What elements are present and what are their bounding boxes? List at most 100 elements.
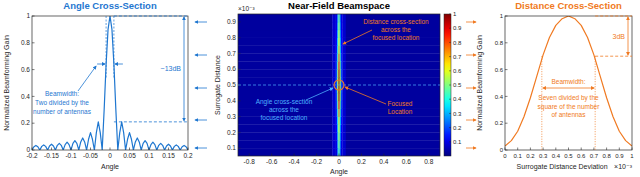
x-tick bbox=[149, 148, 150, 151]
y-tick-label: 0.4 bbox=[21, 93, 30, 100]
arrow bbox=[115, 64, 123, 65]
chart-title: Distance Cross-Section bbox=[515, 0, 622, 11]
heatmap-cell bbox=[332, 132, 336, 140]
heatmap-cell bbox=[238, 140, 333, 148]
x-tick-label: 0.6 bbox=[577, 153, 586, 159]
y-tick-label: 1 bbox=[26, 12, 30, 19]
arrow bbox=[466, 148, 476, 149]
x-tick bbox=[555, 148, 556, 151]
y-tick bbox=[505, 16, 508, 17]
beamwidth-annotation: Two divided by the bbox=[35, 99, 89, 107]
heatmap-cell bbox=[346, 61, 440, 69]
x-tick-label: 0.7 bbox=[590, 153, 599, 159]
x-tick bbox=[593, 148, 594, 151]
beamwidth-edge bbox=[106, 16, 107, 78]
beamwidth-annotation: Seven divided by the bbox=[538, 94, 599, 102]
heatmap-cells bbox=[238, 14, 440, 156]
heatmap-cell bbox=[342, 132, 346, 140]
arrow bbox=[184, 17, 185, 121]
y-tick-label: 0.1 bbox=[227, 144, 236, 151]
angle-annotation: Angle cross-section bbox=[256, 98, 313, 106]
heatmap-cell bbox=[346, 109, 440, 117]
beamwidth-annotation: number of antennas bbox=[33, 108, 92, 115]
x-tick-label: 0.6 bbox=[402, 158, 411, 165]
arrow bbox=[78, 66, 96, 91]
y-tick bbox=[32, 96, 35, 97]
x-tick-label: 0.15 bbox=[162, 152, 175, 159]
heatmap-cell bbox=[342, 46, 346, 54]
plot-frame bbox=[238, 14, 440, 156]
level-line bbox=[114, 121, 188, 122]
heatmap-cell bbox=[332, 140, 336, 148]
colorbar-tick-label: 0.1 bbox=[453, 139, 462, 145]
y-tick-label: 0.6 bbox=[495, 67, 504, 73]
y-tick bbox=[32, 16, 35, 17]
colorbar-tick-label: 1 bbox=[453, 11, 457, 17]
heatmap-cell bbox=[346, 132, 440, 140]
heatmap-cell bbox=[238, 22, 333, 30]
heatmap-cell bbox=[332, 117, 336, 125]
colorbar-tick bbox=[449, 99, 451, 100]
heatmap-cell bbox=[238, 85, 333, 93]
y-tick bbox=[32, 123, 35, 124]
focus-annotation: Focused bbox=[388, 100, 413, 107]
heatmap-cell bbox=[332, 38, 336, 46]
y-tick bbox=[238, 132, 241, 133]
y-tick-label: 0.9 bbox=[227, 18, 236, 25]
x-tick-label: 0.9 bbox=[615, 153, 624, 159]
heatmap-cell bbox=[346, 53, 440, 61]
heatmap-cell bbox=[332, 14, 336, 22]
heatmap-cell bbox=[342, 30, 346, 38]
arrow bbox=[97, 64, 105, 65]
x-tick-label: 0.2 bbox=[357, 158, 366, 165]
x-tick bbox=[568, 148, 569, 151]
heatmap-cell bbox=[342, 69, 346, 77]
x-tick bbox=[543, 148, 544, 151]
colorbar-tick bbox=[449, 127, 451, 128]
x-tick bbox=[361, 154, 362, 157]
y-tick-label: 0.6 bbox=[21, 66, 30, 73]
heatmap-cell bbox=[332, 101, 336, 109]
heatmap-cell bbox=[342, 61, 346, 69]
heatmap-cell bbox=[238, 53, 333, 61]
x-tick bbox=[505, 148, 506, 151]
arrow bbox=[343, 30, 372, 44]
x-tick bbox=[428, 154, 429, 157]
beamwidth-edge bbox=[113, 16, 114, 78]
chart-title: Near-Field Beamspace bbox=[288, 0, 390, 11]
y-tick-label: 0.4 bbox=[227, 97, 236, 104]
x-tick-label: -0.15 bbox=[44, 152, 59, 159]
y-axis-exponent: ×10⁻³ bbox=[238, 5, 255, 12]
heatmap-cell bbox=[346, 77, 440, 85]
x-axis-exponent: ×10⁻³ bbox=[614, 163, 633, 170]
x-tick-label: -0.4 bbox=[289, 158, 301, 165]
x-tick-label: 0.4 bbox=[379, 158, 388, 165]
beamwidth-annotation: Beamwidth: bbox=[552, 78, 586, 85]
y-tick-label: 0.4 bbox=[495, 94, 504, 100]
x-tick bbox=[188, 148, 189, 151]
y-tick-label: 0.7 bbox=[227, 50, 236, 57]
heatmap-cell bbox=[238, 132, 333, 140]
distance-annotation: across the bbox=[381, 26, 411, 33]
arrow bbox=[195, 120, 207, 121]
heatmap-cell bbox=[346, 69, 440, 77]
colorbar-tick bbox=[449, 70, 451, 71]
angle-annotation: focused location bbox=[261, 114, 308, 121]
heatmap-cell bbox=[346, 85, 440, 93]
plot-area bbox=[32, 16, 188, 150]
y-axis-label: Surrogate Distance bbox=[214, 55, 222, 115]
x-tick-label: 0 bbox=[503, 153, 507, 159]
heatmap-cell bbox=[238, 46, 333, 54]
y-tick-label: 0 bbox=[26, 146, 30, 153]
colorbar bbox=[444, 14, 451, 156]
y-tick bbox=[32, 42, 35, 43]
heatmap-cell bbox=[332, 109, 336, 117]
x-tick-label: 1 bbox=[630, 153, 634, 159]
heatmap-cell bbox=[342, 22, 346, 30]
heatmap-cell bbox=[342, 124, 346, 132]
y-tick-label: 0.5 bbox=[227, 81, 236, 88]
x-tick-label: 0.5 bbox=[564, 153, 573, 159]
x-tick-label: 0.8 bbox=[602, 153, 611, 159]
colorbar-tick-label: 0.9 bbox=[453, 25, 462, 31]
plot-area bbox=[505, 16, 632, 146]
